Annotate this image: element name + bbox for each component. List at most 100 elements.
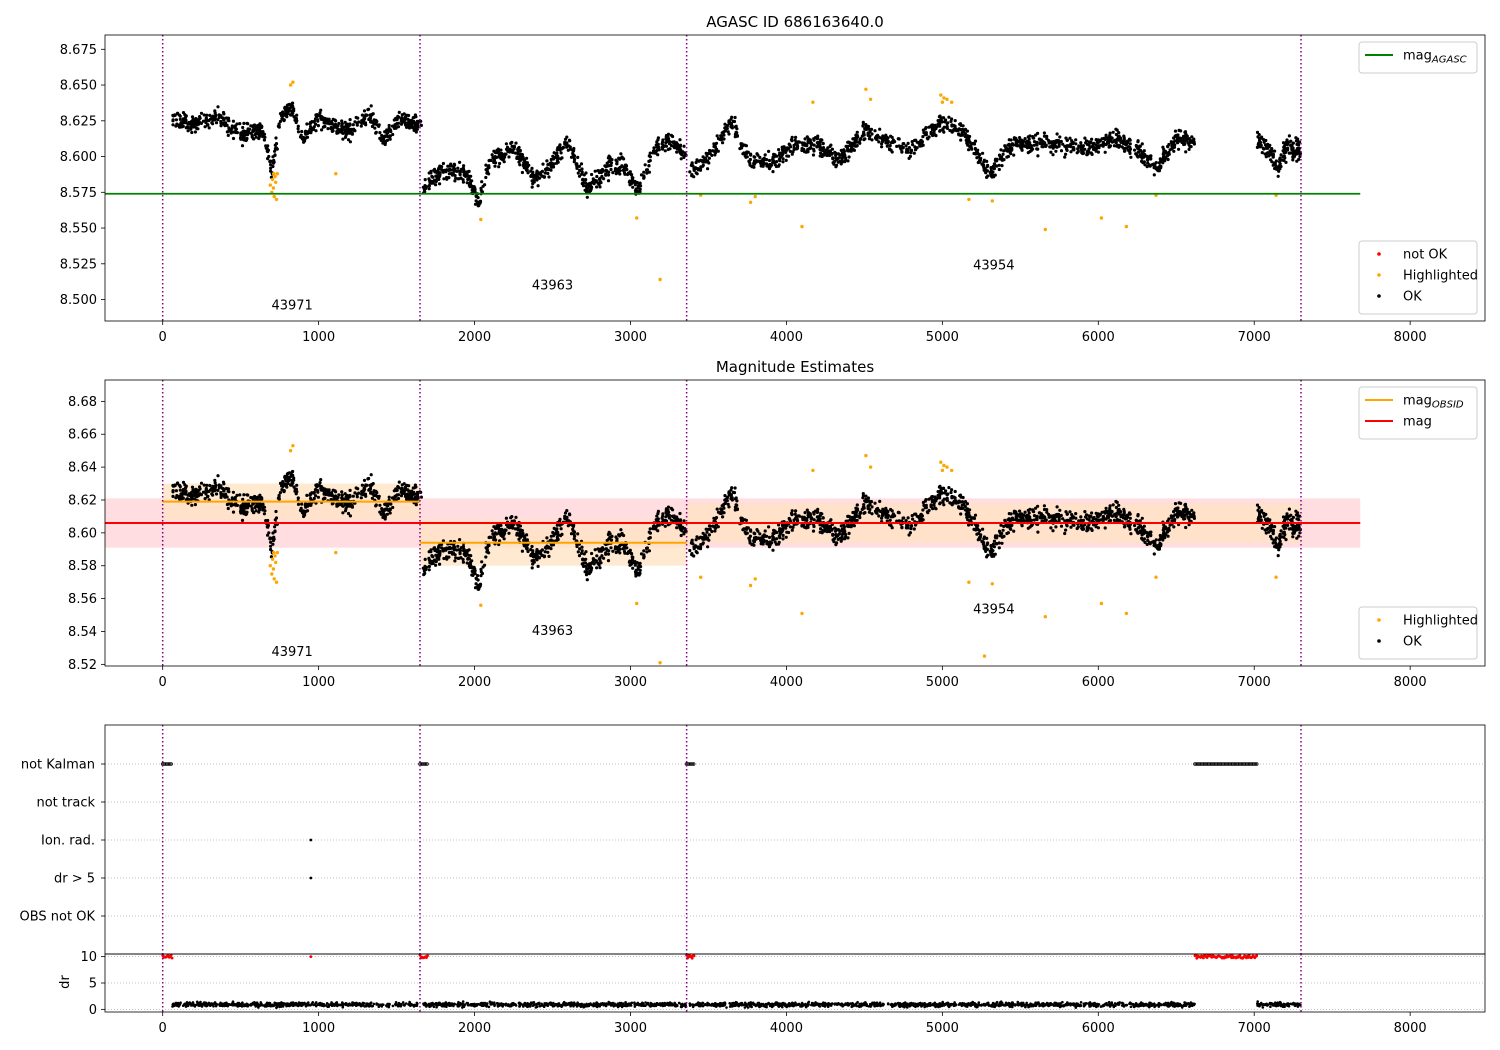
ok-point bbox=[602, 177, 606, 181]
ok-point bbox=[296, 124, 300, 128]
ok-point bbox=[913, 148, 918, 152]
ok-point bbox=[1110, 136, 1114, 140]
highlighted-point bbox=[274, 180, 278, 184]
legend-label: Highlighted bbox=[1403, 269, 1478, 284]
ok-point bbox=[1089, 140, 1093, 144]
ok-point bbox=[762, 158, 766, 162]
ok-point bbox=[1085, 150, 1089, 154]
ok-point bbox=[867, 127, 871, 131]
ok-point bbox=[274, 146, 278, 150]
ok-point bbox=[287, 477, 291, 481]
ok-point bbox=[206, 123, 210, 127]
ok-point bbox=[768, 165, 772, 169]
ok-point bbox=[1075, 526, 1079, 531]
ok-point bbox=[472, 572, 476, 576]
ok-point bbox=[722, 130, 726, 134]
ok-point bbox=[852, 137, 857, 141]
ok-point bbox=[245, 121, 249, 125]
ok-point bbox=[671, 134, 675, 139]
ok-point bbox=[665, 138, 669, 142]
ok-point bbox=[663, 524, 667, 528]
ok-point bbox=[319, 484, 323, 489]
ok-point bbox=[633, 570, 638, 574]
ok-point bbox=[509, 525, 513, 530]
ok-point bbox=[447, 550, 451, 555]
ok-point bbox=[449, 162, 453, 166]
ok-point bbox=[1103, 150, 1107, 154]
ok-point bbox=[942, 130, 946, 134]
y-tick-label: 8.550 bbox=[60, 222, 97, 237]
ok-point bbox=[291, 101, 295, 105]
ok-point bbox=[181, 487, 185, 492]
ok-point bbox=[520, 170, 525, 175]
ok-point bbox=[584, 570, 589, 574]
ok-point bbox=[240, 518, 245, 523]
ok-point bbox=[693, 167, 698, 171]
ok-point bbox=[1094, 511, 1098, 515]
ok-point bbox=[1297, 143, 1301, 147]
highlighted-point bbox=[272, 194, 276, 199]
ok-point bbox=[309, 125, 313, 129]
ok-point bbox=[733, 125, 738, 129]
ok-point bbox=[191, 488, 195, 492]
ok-point bbox=[396, 114, 400, 118]
ok-point bbox=[207, 119, 211, 123]
x-tick-label: 4000 bbox=[770, 330, 803, 345]
ok-point bbox=[1190, 140, 1194, 144]
ok-point bbox=[576, 155, 580, 159]
ok-point bbox=[547, 554, 551, 559]
ok-point bbox=[593, 169, 597, 173]
ok-point bbox=[231, 136, 236, 141]
ok-point bbox=[1110, 140, 1114, 144]
ok-point bbox=[848, 141, 852, 145]
ok-point bbox=[886, 140, 890, 144]
ok-point bbox=[819, 511, 823, 516]
ok-point bbox=[1186, 141, 1190, 145]
ok-point bbox=[453, 174, 457, 178]
ok-point bbox=[462, 164, 466, 168]
ok-point bbox=[442, 177, 446, 181]
ok-point bbox=[1034, 133, 1038, 137]
ok-point bbox=[281, 117, 285, 122]
ok-point bbox=[375, 491, 379, 495]
ok-point bbox=[1023, 137, 1027, 141]
ok-point bbox=[174, 118, 178, 122]
ok-point bbox=[933, 123, 937, 127]
ok-point bbox=[959, 123, 963, 127]
ok-point bbox=[1096, 141, 1100, 145]
ok-point bbox=[596, 547, 600, 551]
ok-point bbox=[861, 124, 865, 128]
chart-subtitle: Magnitude Estimates bbox=[716, 358, 874, 376]
ok-point bbox=[829, 143, 833, 147]
ok-point bbox=[427, 558, 431, 562]
ok-point bbox=[981, 542, 986, 546]
ok-point bbox=[580, 551, 584, 555]
ok-point bbox=[423, 564, 427, 568]
ok-point bbox=[516, 150, 520, 154]
ok-point bbox=[565, 509, 569, 513]
ok-point bbox=[671, 515, 675, 519]
ok-point bbox=[595, 566, 599, 570]
ok-point bbox=[603, 164, 607, 168]
ok-point bbox=[861, 120, 865, 124]
ok-point bbox=[897, 137, 901, 141]
y-tick-label: 8.600 bbox=[60, 150, 97, 165]
ok-point bbox=[530, 185, 534, 189]
ok-point bbox=[478, 201, 482, 205]
ok-point bbox=[361, 121, 365, 125]
ok-point bbox=[201, 490, 206, 494]
ok-point bbox=[1057, 144, 1061, 148]
ok-point bbox=[514, 141, 518, 145]
x-tick-label: 7000 bbox=[1238, 330, 1271, 345]
highlighted-point bbox=[274, 197, 279, 202]
ok-point bbox=[1036, 147, 1040, 151]
ok-point bbox=[520, 529, 525, 533]
ok-point bbox=[348, 514, 352, 518]
ok-point bbox=[542, 554, 547, 558]
ok-point bbox=[335, 502, 339, 506]
ok-point bbox=[1283, 147, 1287, 151]
ok-point bbox=[780, 145, 784, 149]
ok-point bbox=[397, 480, 401, 484]
ok-point bbox=[929, 132, 933, 136]
